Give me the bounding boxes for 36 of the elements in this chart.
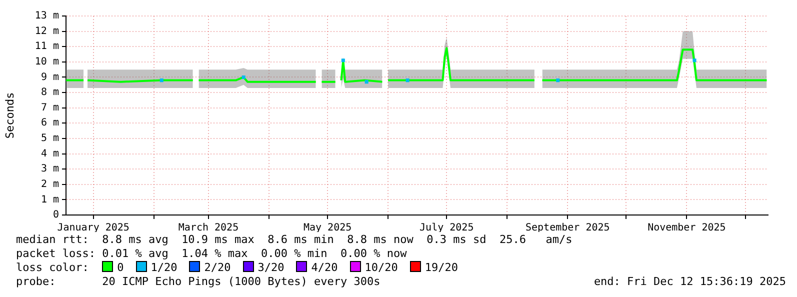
y-tick-label: 8 m [40,87,59,98]
point [242,75,246,80]
legend-title: loss color: [16,261,90,274]
legend-label: 10/20 [364,261,398,274]
text: median rtt: 8.8 ms avg 10.9 ms max 8.6 ms min 8.8 ms now 0.3 ms sd 25.6 am/s [16,233,574,247]
legend-label: 3/20 [258,261,284,274]
legend-label: 19/20 [424,261,458,274]
point [364,80,368,84]
y-tick-label: 10 m [34,56,59,68]
y-tick-label: 3 m [40,164,59,175]
y-tick-label: 2 m [40,178,59,190]
point [406,78,410,82]
y-tick-label: 11 m [34,41,59,52]
y-tick-label: 13 m [34,10,59,22]
legend-label: 0 [117,261,124,274]
y-axis-title: Seconds [3,92,16,139]
x-tick-label: November 2025 [648,222,726,234]
y-tick-label: 0 [52,210,59,221]
point [556,78,560,82]
y-tick-label: 4 m [40,148,59,160]
y-tick-label: 9 m [40,72,59,83]
y-tick-label: 5 m [40,133,59,144]
y-tick-label: 6 m [40,118,59,129]
legend-label: 4/20 [311,261,338,274]
text: packet loss: 0.01 % avg 1.04 % max 0.00 % min 0.00 % now [16,247,408,261]
y-tick-label: 7 m [40,102,59,114]
y-tick-label: 12 m [34,26,59,37]
text: end: Fri Dec 12 15:36:19 2025 [594,275,786,289]
x-tick-label: March 2025 [178,222,239,234]
point [160,78,164,82]
point [692,58,696,62]
legend-label: 2/20 [204,261,231,274]
text: probe: 20 ICMP Echo Pings (1000 Bytes) every 300s [16,275,380,288]
point [341,58,345,62]
legend-label: 1/20 [150,261,178,274]
y-tick-label: 1 m [40,194,59,206]
